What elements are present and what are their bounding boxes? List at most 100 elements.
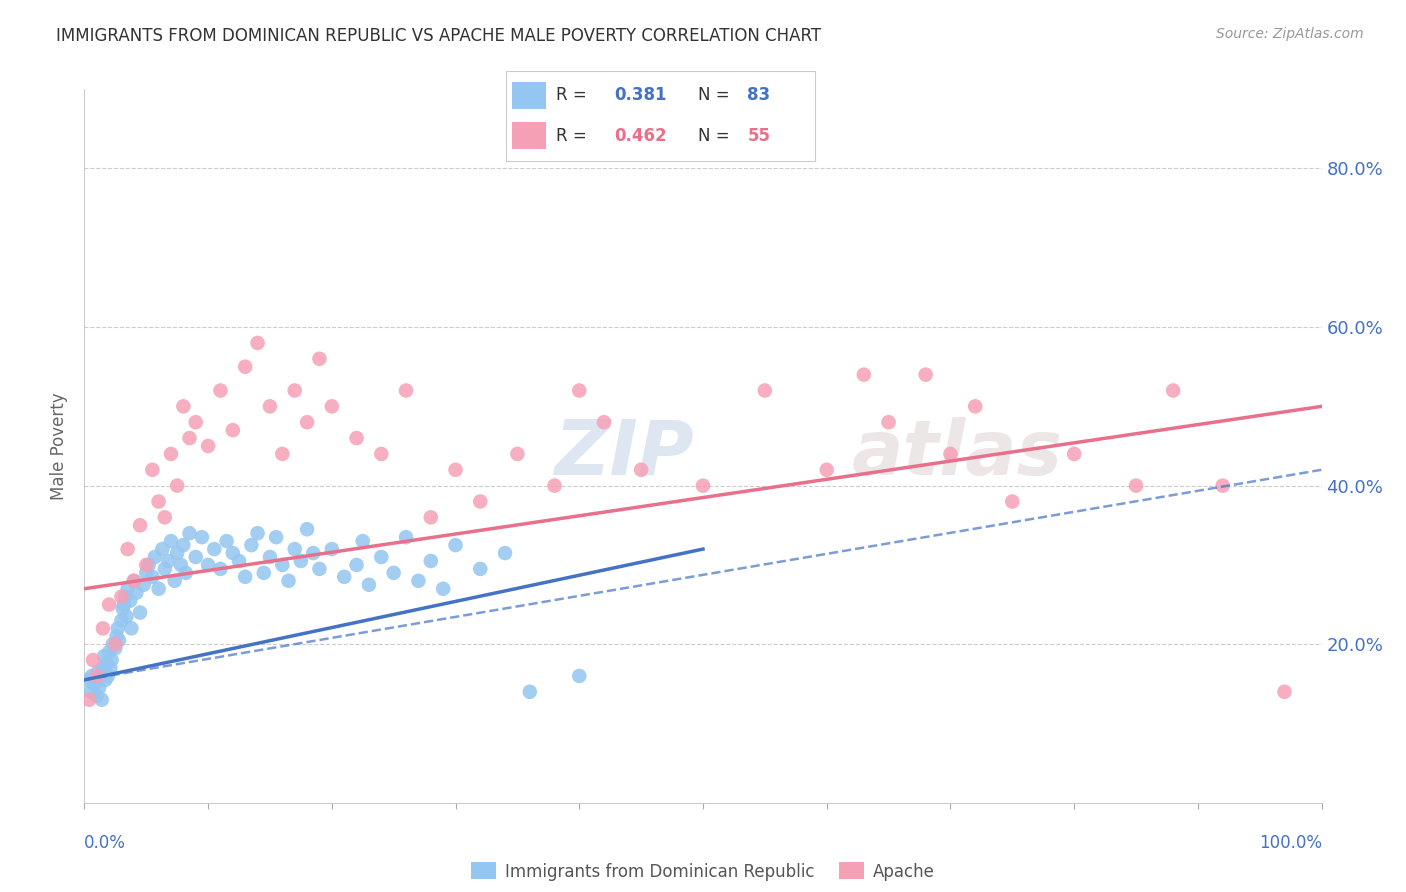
Point <box>98 598 121 612</box>
Point <box>246 335 269 350</box>
Point <box>228 554 250 568</box>
Point <box>259 549 281 564</box>
Point <box>120 593 142 607</box>
Point <box>370 447 392 461</box>
Point <box>253 566 276 580</box>
Text: ZIP: ZIP <box>554 417 695 491</box>
Point <box>143 549 166 564</box>
Point <box>1274 685 1296 699</box>
Text: 0.381: 0.381 <box>614 87 666 104</box>
Point <box>107 621 129 635</box>
Point <box>308 562 330 576</box>
Point <box>209 562 232 576</box>
Point <box>172 400 194 414</box>
Point <box>1125 478 1147 492</box>
Point <box>321 542 343 557</box>
Point <box>111 601 134 615</box>
Point <box>90 692 112 706</box>
Point <box>352 534 374 549</box>
Point <box>240 538 263 552</box>
Point <box>138 558 160 572</box>
Point <box>222 423 245 437</box>
Point <box>321 400 343 414</box>
Point <box>302 546 325 560</box>
Point <box>419 510 441 524</box>
Point <box>568 669 591 683</box>
Point <box>122 574 145 588</box>
Point <box>246 526 269 541</box>
Point <box>80 669 103 683</box>
Point <box>83 677 105 691</box>
Point <box>163 574 186 588</box>
Point <box>852 368 875 382</box>
Point <box>815 463 838 477</box>
Point <box>96 657 118 671</box>
Point <box>108 633 131 648</box>
Point <box>543 478 565 492</box>
Point <box>153 510 176 524</box>
Point <box>444 538 467 552</box>
Point <box>160 447 183 461</box>
Point <box>346 558 368 572</box>
Point <box>222 546 245 560</box>
Point <box>91 621 114 635</box>
Legend: Immigrants from Dominican Republic, Apache: Immigrants from Dominican Republic, Apac… <box>465 855 941 888</box>
Point <box>129 518 152 533</box>
Point <box>197 439 219 453</box>
Point <box>166 478 188 492</box>
Point <box>100 653 122 667</box>
Point <box>284 542 307 557</box>
Point <box>965 400 987 414</box>
Point <box>444 463 467 477</box>
Text: R =: R = <box>555 87 592 104</box>
Point <box>135 558 157 572</box>
Point <box>346 431 368 445</box>
Point <box>233 359 256 374</box>
Point <box>179 431 201 445</box>
Point <box>97 669 120 683</box>
Point <box>79 692 101 706</box>
Text: Source: ZipAtlas.com: Source: ZipAtlas.com <box>1216 27 1364 41</box>
Point <box>172 538 194 552</box>
Point <box>112 598 135 612</box>
Point <box>87 665 110 679</box>
Point <box>419 554 441 568</box>
Point <box>271 558 294 572</box>
Point <box>150 542 173 557</box>
Point <box>1161 384 1184 398</box>
Point <box>86 689 108 703</box>
Point <box>519 685 541 699</box>
Text: R =: R = <box>555 127 592 145</box>
Point <box>593 415 616 429</box>
Point <box>357 578 380 592</box>
Point <box>1063 447 1085 461</box>
Point <box>308 351 330 366</box>
Point <box>470 562 492 576</box>
Point <box>630 463 652 477</box>
Point <box>284 384 307 398</box>
Point <box>104 637 127 651</box>
Y-axis label: Male Poverty: Male Poverty <box>51 392 69 500</box>
Point <box>129 606 152 620</box>
Point <box>370 549 392 564</box>
Point <box>166 546 188 560</box>
Point <box>153 562 176 576</box>
Point <box>432 582 454 596</box>
Point <box>93 649 115 664</box>
Point <box>568 384 591 398</box>
Point <box>141 463 163 477</box>
Point <box>148 494 170 508</box>
Bar <box>512 82 547 109</box>
Point <box>157 554 180 568</box>
Point <box>179 526 201 541</box>
Point <box>141 570 163 584</box>
Point <box>295 522 318 536</box>
Point <box>77 673 100 687</box>
Point <box>408 574 430 588</box>
Point <box>125 585 148 599</box>
Text: atlas: atlas <box>852 417 1063 491</box>
Point <box>184 549 207 564</box>
Text: N =: N = <box>697 127 735 145</box>
Text: 0.0%: 0.0% <box>84 834 127 852</box>
Point <box>114 590 136 604</box>
